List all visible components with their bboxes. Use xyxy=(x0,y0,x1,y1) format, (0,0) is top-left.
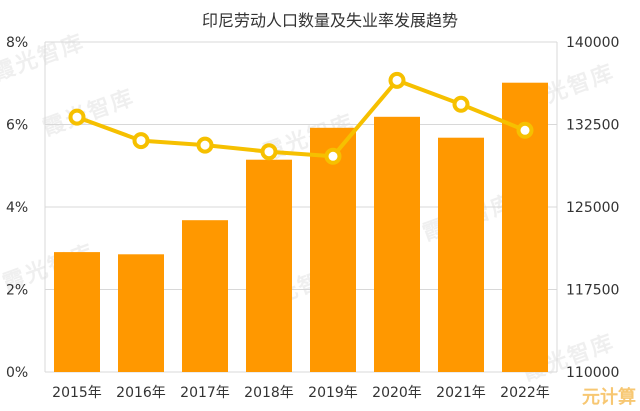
chart-title: 印尼劳动人口数量及失业率发展趋势 xyxy=(202,11,458,30)
left-tick-label: 4% xyxy=(6,200,28,216)
line-point xyxy=(516,121,534,139)
left-tick-label: 8% xyxy=(6,35,28,51)
left-axis-ticks: 0% 2% 4% 6% 8% xyxy=(6,35,28,381)
line-path xyxy=(76,78,526,159)
line-point xyxy=(68,108,86,126)
bar xyxy=(246,159,292,372)
line-point xyxy=(196,136,214,154)
right-tick-label: 140000 xyxy=(566,35,619,51)
brand-logo: 元计算 xyxy=(582,387,636,408)
x-tick-label: 2020年 xyxy=(372,385,422,401)
left-tick-label: 2% xyxy=(6,283,28,299)
line-point xyxy=(132,132,150,150)
bar xyxy=(310,127,356,372)
right-axis-ticks: 110000 117500 125000 132500 140000 xyxy=(566,35,619,381)
left-tick-label: 0% xyxy=(6,365,28,381)
x-tick-label: 2016年 xyxy=(116,385,166,401)
x-tick-label: 2018年 xyxy=(244,385,294,401)
right-tick-label: 117500 xyxy=(566,283,619,299)
x-tick-label: 2017年 xyxy=(180,385,230,401)
right-tick-label: 110000 xyxy=(566,365,619,381)
bar xyxy=(54,252,100,372)
bar xyxy=(182,220,228,372)
line-point xyxy=(324,147,342,165)
line-point xyxy=(452,95,470,113)
bar xyxy=(374,116,420,372)
line-point xyxy=(260,143,278,161)
bar xyxy=(118,254,164,372)
x-tick-label: 2021年 xyxy=(436,385,486,401)
line-series xyxy=(68,71,534,165)
x-tick-label: 2019年 xyxy=(308,385,358,401)
x-tick-label: 2022年 xyxy=(500,385,550,401)
left-tick-label: 6% xyxy=(6,118,28,134)
x-tick-label: 2015年 xyxy=(52,385,102,401)
line-point xyxy=(388,71,406,89)
x-axis-ticks: 2015年 2016年 2017年 2018年 2019年 2020年 2021年 2022年 xyxy=(52,385,550,401)
bar-series xyxy=(54,82,548,372)
bar xyxy=(438,137,484,372)
right-tick-label: 132500 xyxy=(566,118,619,134)
right-tick-label: 125000 xyxy=(566,200,619,216)
